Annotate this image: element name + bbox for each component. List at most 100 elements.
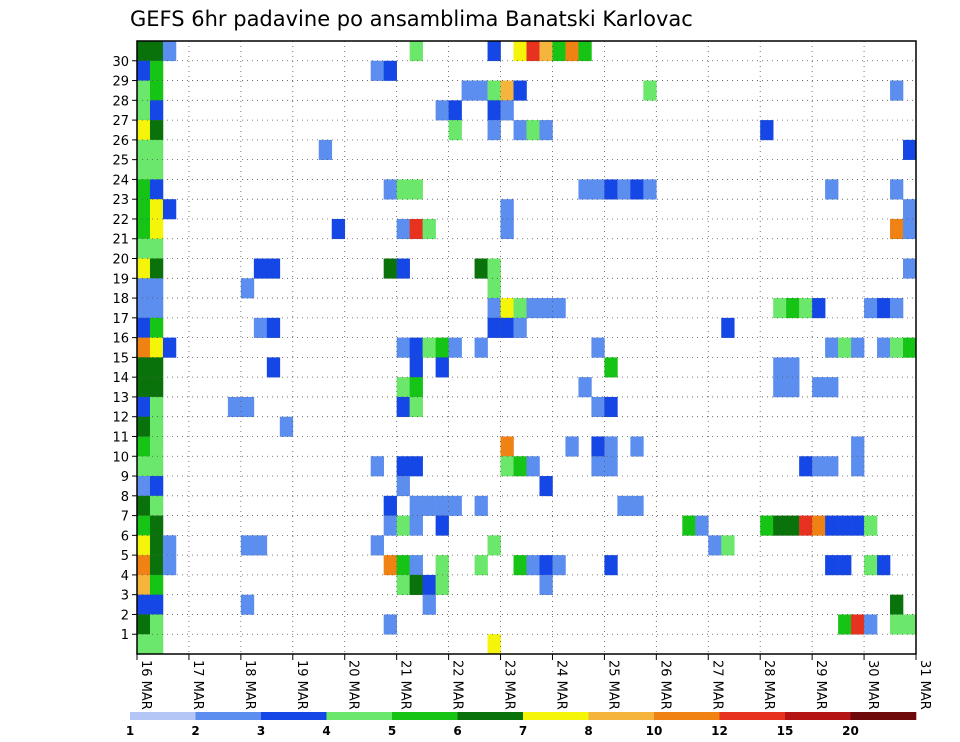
- heatmap-cell: [435, 495, 449, 516]
- heatmap-cell: [149, 159, 164, 180]
- x-tick-label: 18 MAR: [242, 660, 257, 710]
- heatmap-cell: [370, 60, 384, 81]
- heatmap-cell: [565, 41, 579, 62]
- heatmap-cell: [266, 258, 281, 279]
- y-tick-label: 4: [121, 569, 129, 584]
- y-tick-label: 15: [112, 351, 129, 366]
- heatmap-cell: [448, 100, 462, 121]
- legend-swatch: [392, 712, 458, 720]
- heatmap-cell: [149, 535, 164, 556]
- heatmap-cell: [487, 317, 501, 338]
- heatmap-cell: [253, 258, 268, 279]
- legend-label: 12: [711, 724, 728, 738]
- heatmap-cell: [474, 258, 488, 279]
- heatmap-cell: [851, 614, 865, 635]
- y-tick-label: 22: [112, 213, 129, 228]
- heatmap-cell: [591, 456, 605, 477]
- y-tick-label: 7: [121, 510, 129, 525]
- heatmap-cell: [435, 555, 449, 576]
- heatmap-cell: [137, 298, 151, 319]
- heatmap-cell: [825, 515, 839, 536]
- heatmap-cell: [539, 120, 553, 141]
- heatmap-cell: [137, 357, 151, 378]
- heatmap-cell: [149, 80, 164, 101]
- y-tick-label: 6: [121, 529, 129, 544]
- heatmap-cell: [396, 337, 410, 358]
- heatmap-cell: [500, 317, 514, 338]
- heatmap-cell: [825, 555, 839, 576]
- x-tick-label: 23 MAR: [502, 660, 517, 710]
- legend-label: 5: [388, 724, 396, 738]
- heatmap-cell: [409, 357, 423, 378]
- heatmap-cell: [253, 535, 268, 556]
- heatmap-cell: [903, 337, 917, 358]
- heatmap-cell: [513, 80, 527, 101]
- heatmap-cell: [604, 179, 618, 200]
- heatmap-cell: [487, 100, 501, 121]
- heatmap-cell: [137, 60, 151, 81]
- heatmap-cell: [137, 456, 151, 477]
- y-tick-label: 14: [112, 371, 129, 386]
- heatmap-cell: [877, 298, 891, 319]
- heatmap-cell: [630, 436, 644, 457]
- heatmap-cell: [617, 179, 631, 200]
- heatmap-cell: [149, 614, 164, 635]
- heatmap-cell: [500, 80, 514, 101]
- y-tick-label: 21: [112, 233, 129, 248]
- heatmap-cell: [149, 199, 164, 220]
- y-tick-label: 26: [112, 134, 129, 149]
- heatmap-cell: [877, 555, 891, 576]
- heatmap-cell: [409, 41, 423, 62]
- heatmap-cell: [890, 298, 904, 319]
- heatmap-cell: [396, 476, 410, 497]
- heatmap-cell: [799, 456, 813, 477]
- heatmap-cell: [825, 337, 839, 358]
- heatmap-cell: [370, 535, 384, 556]
- heatmap-cell: [137, 634, 151, 655]
- heatmap-cell: [513, 298, 527, 319]
- y-tick-label: 18: [112, 292, 129, 307]
- heatmap-cell: [240, 594, 255, 615]
- heatmap-cell: [279, 416, 294, 437]
- heatmap-cell: [435, 337, 449, 358]
- heatmap-cell: [773, 298, 787, 319]
- heatmap-cell: [578, 41, 592, 62]
- heatmap-cell: [487, 120, 501, 141]
- heatmap-cell: [500, 100, 514, 121]
- heatmap-cell: [162, 535, 177, 556]
- heatmap-cell: [422, 337, 436, 358]
- heatmap-cell: [396, 377, 410, 398]
- x-tick-label: 19 MAR: [294, 660, 309, 710]
- y-tick-label: 25: [112, 154, 129, 169]
- heatmap-cell: [448, 120, 462, 141]
- heatmap-cell: [539, 41, 553, 62]
- heatmap-cell: [604, 396, 618, 418]
- heatmap-cell: [591, 436, 605, 457]
- legend-swatch: [457, 712, 524, 720]
- heatmap-cell: [721, 317, 735, 338]
- x-tick-label: 30 MAR: [865, 660, 880, 710]
- y-tick-label: 5: [121, 549, 129, 564]
- heatmap-cell: [890, 179, 904, 200]
- heatmap-cell: [266, 357, 281, 378]
- heatmap-cell: [149, 634, 164, 655]
- heatmap-cell: [630, 179, 644, 200]
- heatmap-cell: [773, 377, 787, 398]
- legend-swatch: [588, 712, 655, 720]
- x-tick-label: 27 MAR: [709, 660, 724, 710]
- heatmap-cell: [149, 357, 164, 378]
- heatmap-cell: [149, 179, 164, 200]
- heatmap-cell: [435, 574, 449, 595]
- x-tick-label: 28 MAR: [761, 660, 776, 710]
- heatmap-cell: [500, 199, 514, 220]
- heatmap-cell: [149, 100, 164, 121]
- heatmap-cell: [137, 179, 151, 200]
- heatmap-cell: [448, 495, 462, 516]
- chart-title: GEFS 6hr padavine po ansamblima Banatski…: [130, 7, 693, 31]
- heatmap-cell: [591, 179, 605, 200]
- legend-swatch: [785, 712, 851, 720]
- heatmap-cell: [500, 456, 514, 477]
- y-tick-label: 23: [112, 193, 129, 208]
- heatmap-cell: [721, 535, 735, 556]
- heatmap-cell: [864, 298, 878, 319]
